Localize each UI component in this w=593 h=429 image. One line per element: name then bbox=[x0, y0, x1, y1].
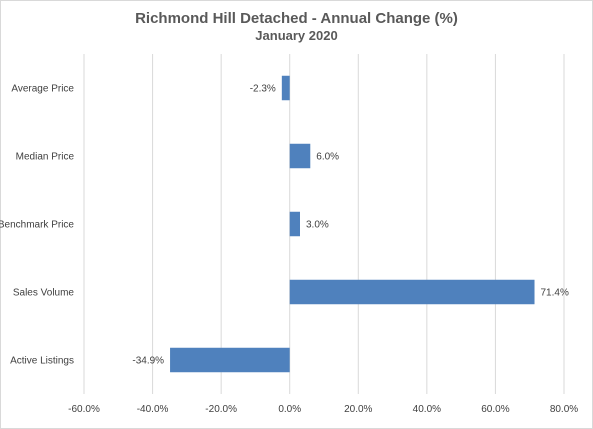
bar bbox=[289, 279, 535, 305]
category-label: Median Price bbox=[16, 152, 75, 163]
x-tick-label: 20.0% bbox=[344, 404, 372, 415]
bar bbox=[281, 75, 290, 101]
chart-subtitle: January 2020 bbox=[255, 28, 338, 43]
data-label: 6.0% bbox=[316, 152, 339, 163]
data-label: 71.4% bbox=[541, 288, 569, 299]
bar bbox=[289, 211, 300, 237]
bar bbox=[170, 347, 290, 373]
chart-title: Richmond Hill Detached - Annual Change (… bbox=[135, 10, 458, 27]
label-layer: -60.0% -40.0% -20.0% 0.0% 20.0% 40.0% 60.0% 80.… bbox=[0, 84, 578, 416]
bar-layer bbox=[170, 75, 535, 373]
x-tick-label: 40.0% bbox=[413, 404, 441, 415]
data-label: -2.3% bbox=[250, 84, 276, 95]
x-tick-label: -20.0% bbox=[205, 404, 237, 415]
x-tick-label: -40.0% bbox=[137, 404, 169, 415]
x-tick-label: 80.0% bbox=[550, 404, 578, 415]
x-tick-label: 0.0% bbox=[278, 404, 301, 415]
category-label: Active Listings bbox=[10, 356, 74, 367]
category-label: Average Price bbox=[11, 84, 74, 95]
bar bbox=[289, 143, 311, 169]
data-label: -34.9% bbox=[132, 356, 164, 367]
x-tick-label: -60.0% bbox=[68, 404, 100, 415]
x-tick-label: 60.0% bbox=[481, 404, 509, 415]
category-label: Sales Volume bbox=[13, 288, 75, 299]
data-label: 3.0% bbox=[306, 220, 329, 231]
category-label: Benchmark Price bbox=[0, 220, 74, 231]
